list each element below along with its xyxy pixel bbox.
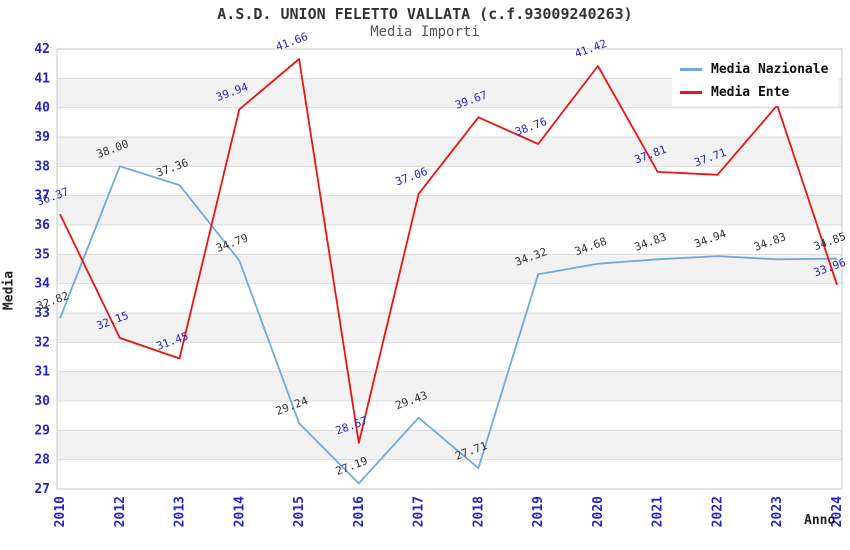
y-tick-label: 40 <box>34 101 50 116</box>
legend: Media Nazionale Media Ente <box>672 57 839 106</box>
x-tick-label: 2013 <box>173 496 188 527</box>
x-tick-label: 2021 <box>651 496 666 527</box>
y-tick-label: 37 <box>34 189 50 204</box>
grid-band <box>57 137 842 167</box>
y-tick-label: 30 <box>34 394 50 409</box>
series-line-media-ente <box>59 58 838 444</box>
data-label: 37.06 <box>394 165 430 189</box>
x-tick-label: 2024 <box>830 496 845 527</box>
legend-item-media-ente: Media Ente <box>680 85 828 100</box>
x-tick-label: 2017 <box>412 496 427 527</box>
legend-label: Media Nazionale <box>711 62 829 77</box>
y-tick-label: 28 <box>34 453 50 468</box>
grid-band <box>57 371 842 401</box>
line-swatch-icon <box>680 91 702 94</box>
data-label: 34.83 <box>752 230 788 254</box>
y-tick-label: 29 <box>34 423 50 438</box>
line-swatch-icon <box>680 68 702 71</box>
x-tick-label: 2012 <box>113 496 128 527</box>
grid-band <box>57 195 842 225</box>
grid-band <box>57 313 842 343</box>
y-tick-label: 31 <box>34 365 50 380</box>
y-tick-label: 41 <box>34 71 50 86</box>
x-tick-label: 2022 <box>710 496 725 527</box>
chart-title: A.S.D. UNION FELETTO VALLATA (c.f.930092… <box>217 5 633 23</box>
grid-band <box>57 254 842 284</box>
y-tick-label: 42 <box>34 42 50 57</box>
x-axis-title: Anno <box>804 513 836 528</box>
legend-item-media-nazionale: Media Nazionale <box>680 62 828 77</box>
data-label: 34.94 <box>692 227 728 251</box>
series-line-media-nazionale <box>59 165 838 485</box>
data-label: 34.83 <box>633 230 669 254</box>
y-tick-label: 34 <box>34 277 50 292</box>
y-tick-label: 32 <box>34 335 50 350</box>
y-tick-label: 35 <box>34 247 50 262</box>
y-tick-label: 38 <box>34 159 50 174</box>
chart-subtitle: Media Importi <box>370 24 480 40</box>
legend-label: Media Ente <box>711 85 790 100</box>
x-tick-label: 2019 <box>531 496 546 527</box>
data-label: 41.42 <box>573 37 609 61</box>
data-label: 38.76 <box>513 115 549 139</box>
data-label: 41.66 <box>274 30 310 54</box>
x-tick-label: 2014 <box>232 496 247 527</box>
x-tick-label: 2023 <box>770 496 785 527</box>
x-tick-label: 2020 <box>591 496 606 527</box>
x-tick-label: 2010 <box>53 496 68 527</box>
plot-border <box>56 48 843 490</box>
x-tick-label: 2016 <box>352 496 367 527</box>
y-tick-label: 36 <box>34 218 50 233</box>
y-tick-label: 27 <box>34 482 50 497</box>
x-tick-label: 2015 <box>292 496 307 527</box>
y-tick-label: 33 <box>34 306 50 321</box>
x-tick-label: 2018 <box>471 496 486 527</box>
grid-band <box>57 430 842 460</box>
y-tick-label: 39 <box>34 130 50 145</box>
